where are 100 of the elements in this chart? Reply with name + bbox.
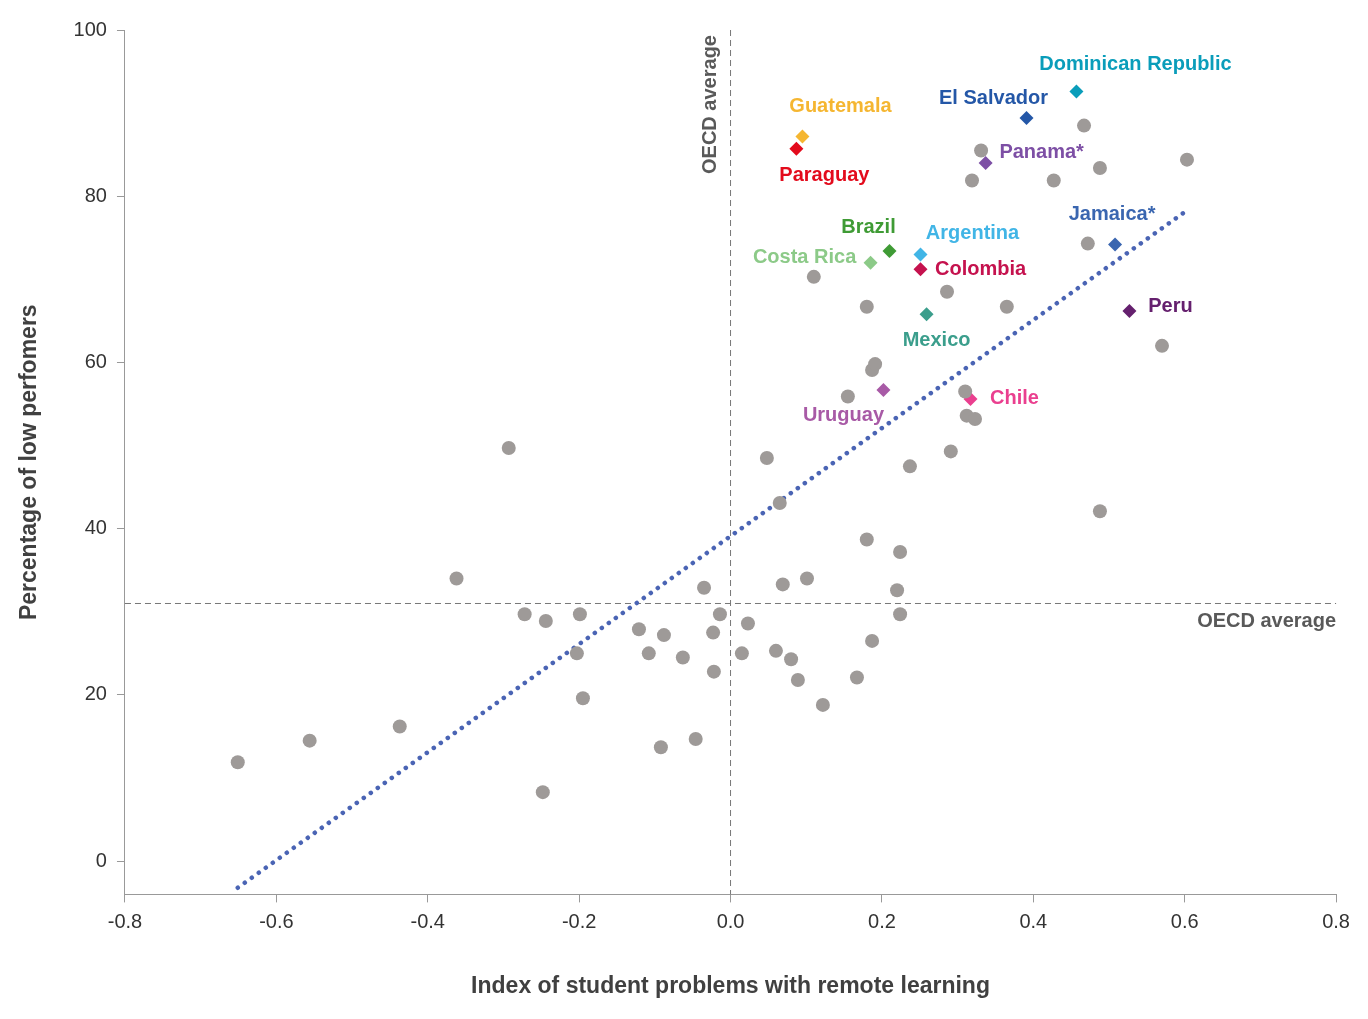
series-label: Guatemala xyxy=(789,93,893,116)
point xyxy=(978,155,993,170)
point xyxy=(868,357,883,372)
point xyxy=(890,583,905,598)
x-axis-title: Index of student problems with remote learning xyxy=(471,971,990,998)
y-tick-label: 100 xyxy=(73,17,107,40)
series-label: Argentina xyxy=(925,220,1021,243)
y-tick-label: 40 xyxy=(84,516,107,539)
point xyxy=(940,284,955,299)
point xyxy=(958,384,973,399)
point xyxy=(688,731,703,746)
x-tick-label: -0.2 xyxy=(561,909,597,932)
series-label: El Salvador xyxy=(939,85,1049,108)
point xyxy=(759,451,774,466)
point xyxy=(517,607,532,622)
point xyxy=(974,143,989,158)
point xyxy=(795,129,810,144)
point xyxy=(859,299,874,314)
point xyxy=(893,544,908,559)
point xyxy=(815,697,830,712)
y-tick-label: 20 xyxy=(84,682,107,705)
x-tick-label: -0.4 xyxy=(410,909,445,932)
point xyxy=(1122,303,1137,318)
point xyxy=(790,672,805,687)
point xyxy=(697,580,712,595)
point xyxy=(631,622,646,637)
point xyxy=(784,652,799,667)
point xyxy=(913,247,928,262)
point xyxy=(913,262,928,277)
point xyxy=(1092,160,1107,175)
point xyxy=(734,646,749,661)
y-tick-label: 60 xyxy=(84,349,107,372)
x-tick-label: -0.6 xyxy=(259,909,294,932)
series-label: Brazil xyxy=(841,214,896,237)
point xyxy=(999,299,1014,314)
point xyxy=(789,141,804,156)
series-label: Panama* xyxy=(999,139,1085,162)
point xyxy=(712,607,727,622)
point xyxy=(392,719,407,734)
point xyxy=(1019,111,1034,126)
point xyxy=(859,532,874,547)
point xyxy=(569,646,584,661)
y-tick-label: 0 xyxy=(95,848,107,871)
x-tick-label: 0.4 xyxy=(1019,909,1048,932)
point xyxy=(775,577,790,592)
point xyxy=(656,628,671,643)
point xyxy=(641,646,656,661)
point xyxy=(575,691,590,706)
point xyxy=(675,650,690,665)
point xyxy=(449,571,464,586)
point xyxy=(538,613,553,628)
point xyxy=(501,441,516,456)
point xyxy=(572,607,587,622)
point xyxy=(902,459,917,474)
point xyxy=(799,571,814,586)
point xyxy=(768,643,783,658)
point xyxy=(706,625,721,640)
point xyxy=(535,785,550,800)
point xyxy=(653,740,668,755)
point xyxy=(863,255,878,270)
point xyxy=(1077,118,1092,133)
series-label: Chile xyxy=(990,385,1039,408)
y-axis-title: Percentage of low perfomers xyxy=(15,304,42,621)
point xyxy=(865,633,880,648)
point xyxy=(706,664,721,679)
x-tick-label: 0.0 xyxy=(716,909,745,932)
point xyxy=(1080,236,1095,251)
point xyxy=(1179,152,1194,167)
series-label: Dominican Republic xyxy=(1039,52,1232,75)
point xyxy=(965,173,979,188)
ref-line-label: OECD average xyxy=(698,35,721,174)
series-label: Mexico xyxy=(902,327,971,350)
point xyxy=(1092,504,1107,519)
point xyxy=(876,382,891,397)
point xyxy=(230,755,245,770)
point xyxy=(1046,173,1061,188)
ref-line-label: OECD average xyxy=(1197,609,1337,632)
point xyxy=(919,307,934,322)
series-label: Paraguay xyxy=(779,163,871,186)
point xyxy=(740,616,755,631)
point xyxy=(840,389,855,404)
point xyxy=(943,444,958,459)
series-label: Uruguay xyxy=(802,403,885,426)
series-label: Jamaica* xyxy=(1068,201,1156,224)
point xyxy=(882,244,897,259)
point xyxy=(772,495,787,510)
point xyxy=(806,269,821,284)
point xyxy=(1069,84,1084,99)
series-label: Colombia xyxy=(934,256,1027,279)
x-tick-label: 0.2 xyxy=(868,909,896,932)
point xyxy=(1108,237,1123,252)
x-tick-label: 0.8 xyxy=(1322,909,1350,932)
point xyxy=(1155,338,1169,353)
series-label: Costa Rica xyxy=(752,245,858,268)
y-tick-label: 80 xyxy=(84,183,107,206)
point xyxy=(849,670,864,685)
point xyxy=(302,733,317,748)
point xyxy=(968,411,983,426)
x-tick-label: 0.6 xyxy=(1170,909,1199,932)
series-label: Peru xyxy=(1148,294,1193,317)
